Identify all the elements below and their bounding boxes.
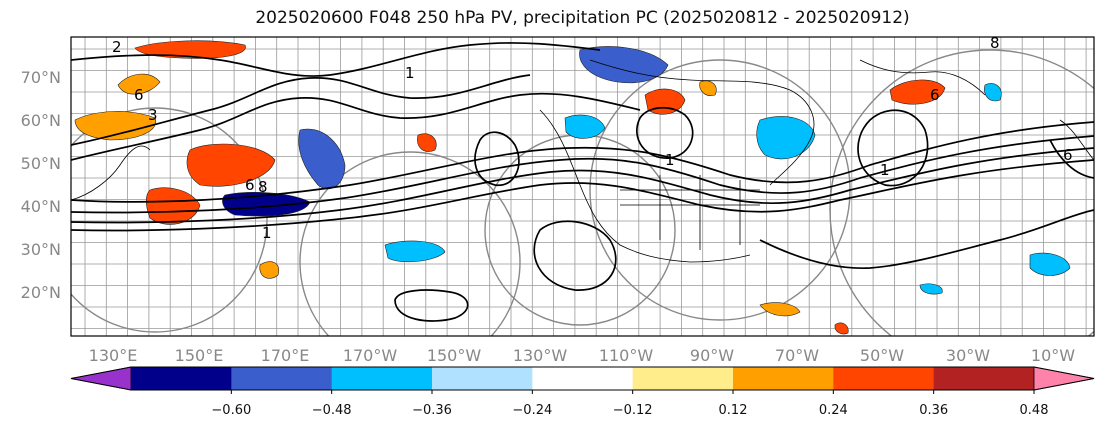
colorbar-segment	[331, 367, 433, 390]
lon-label: 90°W	[690, 346, 734, 365]
lon-label: 170°W	[343, 346, 398, 365]
colorbar-segment	[632, 367, 734, 390]
contour-label: 1	[665, 151, 675, 169]
range-rings	[71, 49, 1094, 336]
lon-label: 150°E	[175, 346, 224, 365]
lat-label: 40°N	[21, 197, 61, 216]
colorbar-segment	[231, 367, 333, 390]
coastlines	[71, 59, 1094, 263]
lon-label: 70°W	[775, 346, 819, 365]
colorbar-extend-high	[1033, 366, 1095, 391]
colorbar-segment	[131, 367, 232, 390]
lat-label: 50°N	[21, 154, 61, 173]
lon-label: 170°E	[261, 346, 310, 365]
colorbar-segment	[833, 367, 935, 390]
latitude-labels: 70°N 60°N 50°N 40°N 30°N 20°N	[21, 68, 61, 302]
colorbar-tick-label: −0.48	[312, 403, 352, 418]
contour-label: 6	[1063, 146, 1073, 164]
pv-contours	[71, 42, 1094, 322]
lat-label: 30°N	[21, 240, 61, 259]
negative-precip-anomaly	[222, 46, 1071, 295]
lon-label: 150°W	[427, 346, 482, 365]
longitude-labels: 130°E 150°E 170°E 170°W 150°W 130°W 110°W 90°W 7…	[89, 346, 1076, 365]
lon-label: 50°W	[860, 346, 904, 365]
colorbar-segment	[532, 367, 634, 390]
colorbar-tick-label: −0.12	[613, 403, 653, 418]
contour-label: 6	[245, 176, 255, 194]
lat-label: 70°N	[21, 68, 61, 87]
colorbar-tick-label: 0.24	[819, 403, 848, 418]
colorbar-segment	[432, 367, 533, 390]
map-title: 2025020600 F048 250 hPa PV, precipitatio…	[255, 8, 910, 28]
contour-label: 1	[405, 64, 415, 82]
contour-label: 2	[112, 38, 122, 56]
colorbar-tick-label: 0.48	[1020, 403, 1049, 418]
lat-label: 20°N	[21, 283, 61, 302]
contour-label: 6	[134, 86, 144, 104]
lon-label: 10°W	[1031, 346, 1075, 365]
contour-label: 1	[262, 224, 272, 242]
colorbar-tick-label: 0.12	[719, 403, 748, 418]
contour-label: 3	[148, 106, 158, 124]
map-frame	[70, 36, 1095, 337]
contour-label: 8	[990, 34, 1000, 52]
colorbar-tick-label: −0.24	[512, 403, 552, 418]
colorbar-tick-label: −0.36	[412, 403, 452, 418]
colorbar-segment	[933, 367, 1035, 390]
lon-label: 30°W	[946, 346, 990, 365]
contour-label: 6	[930, 86, 940, 104]
contour-label: 1	[880, 161, 890, 179]
lon-label: 130°E	[89, 346, 138, 365]
lat-label: 60°N	[21, 111, 61, 130]
colorbar-tick-label: 0.36	[919, 403, 948, 418]
lon-label: 130°W	[513, 346, 568, 365]
colorbar: −0.60 −0.48 −0.36 −0.24 −0.12 0.12 0.24 0.36 0.4…	[70, 366, 1095, 418]
colorbar-extend-low	[70, 366, 132, 391]
colorbar-tick-label: −0.60	[211, 403, 251, 418]
contour-label: 8	[258, 178, 268, 196]
lon-label: 110°W	[599, 346, 654, 365]
colorbar-outline	[70, 366, 1095, 391]
colorbar-segment	[733, 367, 834, 390]
